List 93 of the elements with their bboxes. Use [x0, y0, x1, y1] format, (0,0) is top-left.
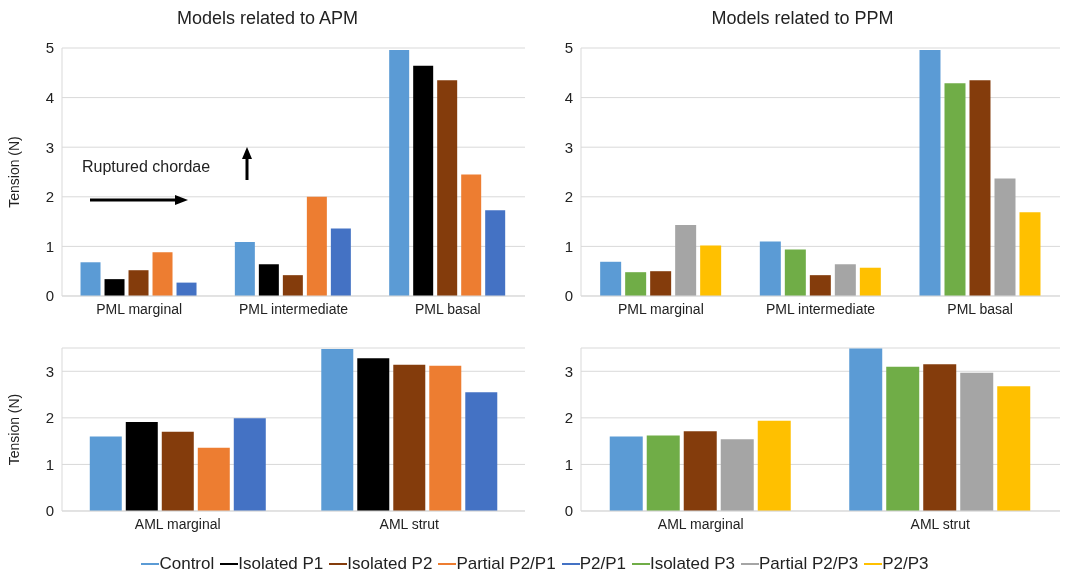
x-tick-label: PML basal — [415, 300, 481, 317]
bar — [919, 49, 941, 296]
y-tick-label: 2 — [564, 409, 573, 427]
bar — [994, 178, 1016, 296]
bar — [233, 418, 266, 511]
bar — [389, 49, 410, 296]
y-tick-label: 1 — [564, 455, 573, 473]
legend-label: Isolated P3 — [649, 554, 735, 574]
bar — [600, 261, 622, 296]
x-tick-label: AML marginal — [657, 515, 744, 532]
bar — [609, 436, 643, 511]
bar — [625, 272, 647, 296]
bar — [357, 358, 390, 511]
y-axis-title: Tension (N) — [5, 136, 22, 208]
y-tick-label: 1 — [45, 237, 54, 255]
bar — [683, 431, 717, 511]
y-tick-label: 4 — [45, 88, 54, 106]
bar — [859, 267, 881, 296]
bar — [89, 436, 122, 511]
bar — [675, 225, 697, 296]
y-tick-label: 3 — [564, 362, 573, 380]
bar — [969, 80, 991, 296]
bar — [886, 366, 920, 511]
y-tick-label: 0 — [564, 287, 573, 305]
bar — [646, 435, 680, 511]
y-tick-label: 0 — [564, 502, 573, 520]
bar — [997, 386, 1031, 511]
bar — [282, 275, 303, 296]
bar — [393, 364, 426, 511]
bar — [465, 392, 498, 511]
legend-label: Isolated P2 — [347, 554, 433, 574]
bar — [834, 264, 856, 296]
bar — [960, 372, 994, 511]
bar — [784, 249, 806, 296]
bar — [650, 271, 672, 296]
bar — [104, 279, 125, 296]
bar — [809, 275, 831, 296]
bar — [461, 174, 482, 296]
y-tick-label: 5 — [564, 39, 573, 57]
x-tick-label: PML intermediate — [238, 300, 349, 317]
y-tick-label: 0 — [45, 502, 54, 520]
annotation: Ruptured chordae — [82, 158, 211, 176]
bar — [413, 65, 434, 296]
legend-label: Partial P2/P1 — [456, 554, 556, 574]
legend-label: P2/P3 — [882, 554, 929, 574]
bar — [152, 252, 173, 296]
bar — [234, 241, 255, 296]
x-tick-label: AML marginal — [134, 515, 221, 532]
bar — [161, 431, 194, 511]
x-tick-label: PML marginal — [96, 300, 183, 317]
x-tick-label: AML strut — [910, 515, 971, 532]
bar — [176, 282, 197, 296]
legend-label: Control — [159, 554, 215, 574]
y-tick-label: 3 — [564, 138, 573, 156]
bar — [197, 447, 230, 511]
y-tick-label: 2 — [45, 188, 54, 206]
y-tick-label: 1 — [564, 237, 573, 255]
bar — [849, 348, 883, 511]
bar — [944, 83, 966, 296]
chart-title: Models related to PPM — [710, 8, 895, 29]
x-tick-label: PML marginal — [617, 300, 704, 317]
bar — [125, 422, 158, 511]
y-tick-label: 5 — [45, 39, 54, 57]
bar — [330, 228, 351, 296]
y-tick-label: 1 — [45, 455, 54, 473]
legend-label: Partial P2/P3 — [759, 554, 859, 574]
y-tick-label: 4 — [564, 88, 573, 106]
bar — [80, 262, 101, 296]
bar — [429, 365, 462, 511]
y-axis-title: Tension (N) — [5, 393, 22, 466]
bar — [1019, 212, 1041, 296]
chart-title: Models related to APM — [175, 8, 360, 29]
legend-label: P2/P1 — [579, 554, 626, 574]
bar — [700, 245, 722, 296]
y-tick-label: 3 — [45, 362, 54, 380]
bar — [923, 364, 957, 511]
bar — [759, 241, 781, 296]
bar — [321, 348, 354, 511]
y-tick-label: 3 — [45, 138, 54, 156]
bar — [128, 270, 149, 296]
x-tick-label: AML strut — [379, 515, 440, 532]
bar — [258, 264, 279, 296]
y-tick-label: 0 — [45, 287, 54, 305]
bar — [720, 439, 754, 511]
y-tick-label: 2 — [45, 409, 54, 427]
legend-label: Isolated P1 — [238, 554, 324, 574]
bar — [757, 420, 791, 511]
bar — [437, 80, 458, 296]
x-tick-label: PML intermediate — [765, 300, 876, 317]
bar — [306, 196, 327, 296]
bar — [485, 210, 506, 296]
y-tick-label: 2 — [564, 188, 573, 206]
x-tick-label: PML basal — [947, 300, 1013, 317]
